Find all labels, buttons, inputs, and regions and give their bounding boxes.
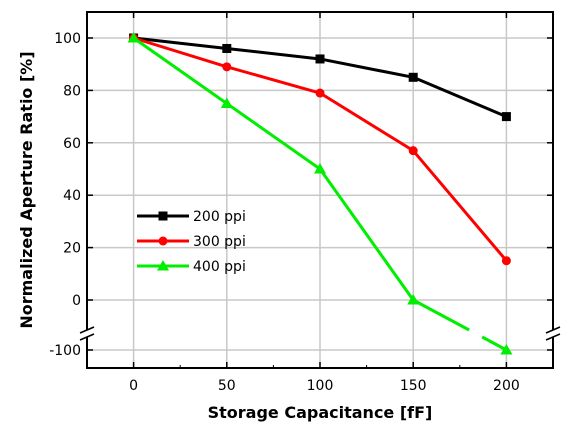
break-slash	[79, 326, 95, 334]
legend: 200 ppi 300 ppi 400 ppi	[137, 209, 246, 275]
legend-marker	[158, 236, 168, 246]
break-gap	[83, 330, 91, 337]
legend-label: 200 ppi	[193, 209, 246, 225]
legend-marker	[157, 260, 169, 271]
y-axis-title: Normalized Aperture Ratio [%]	[17, 51, 36, 328]
series-line-segment	[226, 65, 321, 95]
series-line-segment	[318, 168, 415, 301]
x-tick-label: 100	[307, 378, 334, 394]
series-line-segment	[319, 91, 414, 152]
series-line-segment	[412, 75, 507, 118]
x-tick-label: 200	[493, 378, 520, 394]
x-tick-label: 150	[400, 378, 427, 394]
break-slash	[545, 326, 561, 334]
data-point	[407, 294, 420, 305]
legend-label: 400 ppi	[193, 259, 246, 275]
legend-marker	[158, 211, 168, 221]
gridlines	[87, 12, 553, 368]
y-tick-label: 20	[63, 241, 81, 257]
series-line-segment	[225, 102, 321, 171]
y-tick-label: 40	[63, 188, 81, 204]
legend-item: 300 ppi	[137, 234, 246, 250]
series-0	[129, 33, 511, 122]
data-point	[315, 88, 325, 98]
data-point	[314, 163, 326, 174]
data-point	[220, 97, 233, 108]
legend-label: 300 ppi	[193, 234, 246, 250]
series-line-segment	[412, 149, 508, 262]
data-point	[127, 32, 140, 43]
data-point	[222, 62, 232, 72]
y-tick-label: 100	[54, 31, 81, 47]
break-gap	[549, 330, 557, 337]
axis-break-marks	[79, 326, 561, 341]
y-tick-label: 0	[72, 293, 81, 309]
data-point	[408, 72, 418, 82]
series-line-segment	[133, 36, 227, 50]
data-point	[315, 54, 325, 64]
data-point	[500, 344, 513, 355]
break-slash	[79, 333, 95, 341]
y-tick-label: 80	[63, 83, 81, 99]
x-axis-title: Storage Capacitance [fF]	[208, 403, 433, 422]
series-line-segment	[319, 57, 414, 79]
data-point	[501, 112, 511, 122]
series-layer	[127, 32, 513, 355]
series-line-segment	[226, 46, 321, 61]
legend-item: 200 ppi	[137, 209, 246, 225]
series-line-segment	[412, 298, 470, 332]
legend-item: 400 ppi	[137, 259, 246, 275]
x-tick-label: 0	[129, 378, 138, 394]
y-tick-label: -100	[49, 343, 81, 359]
break-slash	[545, 333, 561, 341]
data-point	[501, 256, 511, 266]
y-tick-label: 60	[63, 136, 81, 152]
data-point	[222, 43, 232, 53]
data-point	[408, 146, 418, 156]
series-line-segment	[133, 36, 228, 69]
series-line-segment	[481, 335, 508, 352]
series-2	[127, 32, 513, 355]
x-tick-label: 50	[218, 378, 236, 394]
series-line-segment	[132, 36, 228, 105]
